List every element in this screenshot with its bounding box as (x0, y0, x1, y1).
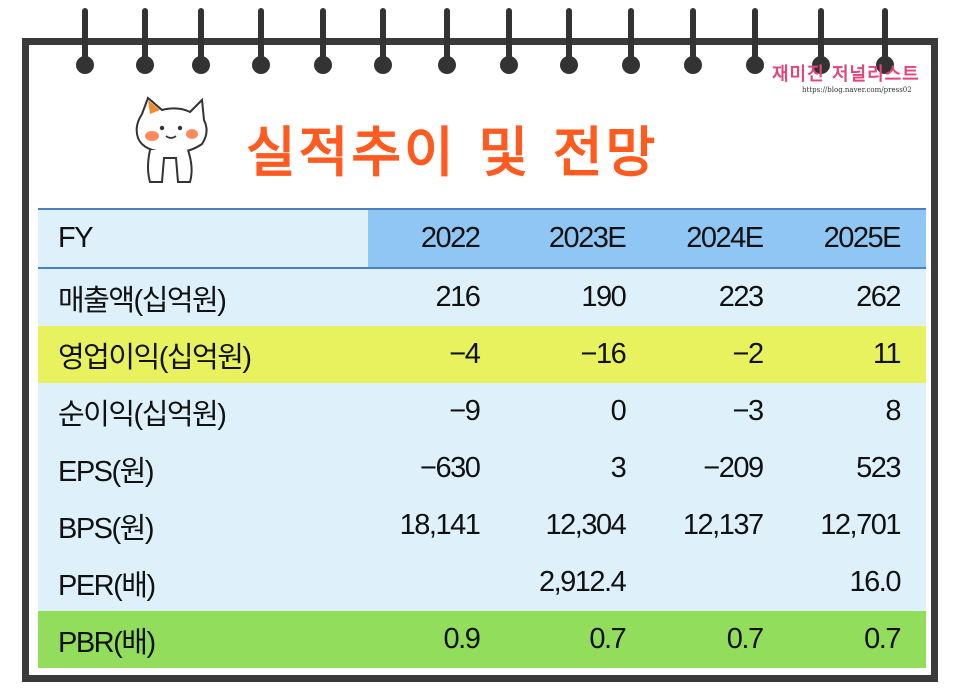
header-year: 2025E (788, 209, 926, 268)
cell-value: 262 (856, 281, 901, 313)
binder-ring (192, 8, 210, 74)
financial-table: FY 2022 2023E 2024E 2025E 매출액(십억원) 216 1… (38, 208, 926, 668)
cell-value (368, 554, 505, 611)
cell-value: −9 (449, 395, 481, 427)
binder-ring (136, 8, 154, 74)
cell-value: −630 (420, 452, 481, 484)
binder-ring (622, 8, 640, 74)
cell-value: 8 (885, 395, 901, 427)
row-label: EPS(원) (58, 455, 155, 488)
table-row: BPS(원) 18,141 12,304 12,137 12,701 (38, 497, 926, 554)
cell-value: 3 (610, 452, 627, 484)
table-row: EPS(원) −630 3 −209 523 (38, 440, 926, 497)
cell-value: −209 (703, 452, 764, 484)
cell-value: 12,701 (820, 509, 901, 541)
header-year: 2022 (368, 209, 506, 268)
financial-table-panel: FY 2022 2023E 2024E 2025E 매출액(십억원) 216 1… (38, 208, 926, 668)
binder-ring (812, 8, 830, 74)
cat-mascot-icon (135, 96, 208, 183)
cell-value: 223 (718, 281, 764, 313)
binder-ring (500, 8, 518, 74)
page-title: 실적추이 및 전망 (246, 121, 659, 184)
cell-value: 216 (435, 281, 480, 313)
binder-ring (746, 8, 764, 74)
binder-ring (876, 8, 894, 74)
cell-value: 18,141 (399, 509, 481, 541)
binder-ring (252, 8, 270, 74)
binder-ring (560, 8, 578, 74)
blog-logo-name: 재미진 저널리스트 (772, 64, 920, 85)
table-row: 순이익(십억원) −9 0 −3 8 (38, 383, 926, 440)
cell-value: 12,304 (545, 509, 627, 541)
header-year: 2024E (651, 209, 789, 268)
cell-value: 11 (788, 326, 926, 383)
cell-value: 12,137 (682, 509, 764, 541)
cell-value: −2 (651, 326, 789, 383)
binder-ring (684, 8, 702, 74)
cell-value: −3 (732, 395, 765, 427)
cell-value: 0.9 (368, 611, 506, 668)
row-label: 영업이익(십억원) (38, 326, 368, 383)
table-row: PBR(배) 0.9 0.7 0.7 0.7 (38, 611, 926, 668)
header-label: FY (58, 222, 94, 254)
binder-ring (76, 8, 94, 74)
cell-value: −4 (368, 326, 506, 383)
table-row: 영업이익(십억원) −4 −16 −2 11 (38, 326, 926, 383)
row-label: PBR(배) (38, 611, 368, 668)
table-header-row: FY 2022 2023E 2024E 2025E (38, 209, 926, 268)
table-row: 매출액(십억원) 216 190 223 262 (38, 268, 926, 326)
binder-ring (374, 8, 392, 74)
cell-value: −16 (505, 326, 652, 383)
binder-ring (438, 8, 456, 74)
cell-value: 0.7 (651, 611, 789, 668)
header-year: 2023E (505, 209, 652, 268)
row-label: PER(배) (58, 569, 156, 602)
cell-value: 0 (610, 395, 627, 427)
cell-value (651, 554, 788, 611)
cell-value: 0.7 (505, 611, 652, 668)
cell-value: 16.0 (849, 566, 902, 598)
row-label: 매출액(십억원) (58, 284, 227, 317)
binder-ring (314, 8, 332, 74)
cell-value: 190 (581, 281, 626, 313)
cell-value: 2,912.4 (538, 566, 627, 598)
row-label: 순이익(십억원) (58, 398, 227, 431)
table-row: PER(배) 2,912.4 16.0 (38, 554, 926, 611)
cell-value: 523 (856, 452, 901, 484)
row-label: BPS(원) (58, 512, 155, 545)
cell-value: 0.7 (788, 611, 926, 668)
blog-logo: 재미진 저널리스트 https://blog.naver.com/press02 (772, 60, 932, 100)
blog-logo-url: https://blog.naver.com/press02 (802, 86, 912, 94)
